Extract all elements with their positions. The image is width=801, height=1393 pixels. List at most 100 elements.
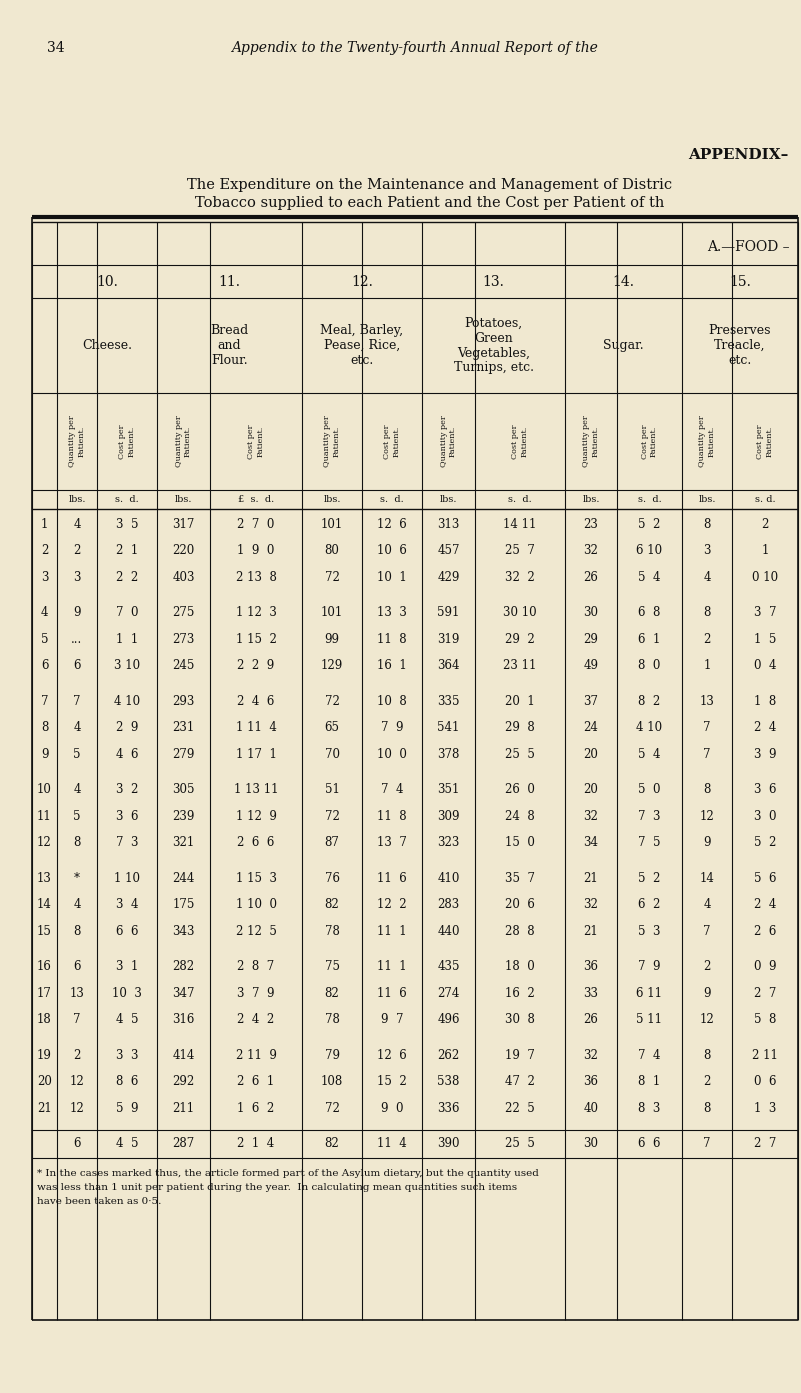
Text: Potatoes,
Green
Vegetables,
Turnips, etc.: Potatoes, Green Vegetables, Turnips, etc… — [453, 316, 533, 375]
Text: 13  3: 13 3 — [377, 606, 407, 620]
Text: 7  5: 7 5 — [638, 836, 661, 850]
Text: 4: 4 — [73, 783, 81, 797]
Text: 5  6: 5 6 — [754, 872, 776, 885]
Text: 11  6: 11 6 — [377, 872, 407, 885]
Text: 12: 12 — [70, 1075, 84, 1088]
Text: 14 11: 14 11 — [503, 518, 537, 531]
Text: s.  d.: s. d. — [380, 495, 404, 504]
Text: 29  8: 29 8 — [505, 722, 535, 734]
Text: 1 12  9: 1 12 9 — [235, 809, 276, 823]
Text: 7  9: 7 9 — [380, 722, 403, 734]
Text: 72: 72 — [324, 695, 340, 708]
Text: The Expenditure on the Maintenance and Management of Distric: The Expenditure on the Maintenance and M… — [187, 178, 673, 192]
Text: 36: 36 — [583, 1075, 598, 1088]
Text: 231: 231 — [172, 722, 195, 734]
Text: 1 15  3: 1 15 3 — [235, 872, 276, 885]
Text: 5  2: 5 2 — [638, 518, 661, 531]
Text: Quantity per
Patient.: Quantity per Patient. — [698, 415, 715, 468]
Text: 305: 305 — [172, 783, 195, 797]
Text: 8: 8 — [703, 518, 710, 531]
Text: 7  3: 7 3 — [638, 809, 661, 823]
Text: 347: 347 — [172, 986, 195, 1000]
Text: 239: 239 — [172, 809, 195, 823]
Text: 429: 429 — [437, 571, 460, 584]
Text: 3  5: 3 5 — [116, 518, 139, 531]
Text: 1 10  0: 1 10 0 — [235, 898, 276, 911]
Text: 16  2: 16 2 — [505, 986, 535, 1000]
Text: Quantity per
Patient.: Quantity per Patient. — [582, 415, 600, 468]
Text: 15.: 15. — [729, 274, 751, 288]
Text: 7: 7 — [703, 1137, 710, 1151]
Text: lbs.: lbs. — [324, 495, 340, 504]
Text: 30  8: 30 8 — [505, 1013, 535, 1027]
Text: 6 10: 6 10 — [637, 545, 662, 557]
Text: 9: 9 — [41, 748, 48, 761]
Text: 2  7: 2 7 — [754, 1137, 776, 1151]
Text: * In the cases marked thus, the article formed part of the Asylum dietary, but t: * In the cases marked thus, the article … — [37, 1169, 539, 1178]
Text: 8: 8 — [703, 606, 710, 620]
Text: 2 11  9: 2 11 9 — [235, 1049, 276, 1061]
Text: 11  8: 11 8 — [377, 809, 407, 823]
Text: 5  0: 5 0 — [638, 783, 661, 797]
Text: 32  2: 32 2 — [505, 571, 535, 584]
Text: 5  2: 5 2 — [638, 872, 661, 885]
Text: 51: 51 — [324, 783, 340, 797]
Text: 8  0: 8 0 — [638, 659, 661, 673]
Text: 37: 37 — [583, 695, 598, 708]
Text: 78: 78 — [324, 925, 340, 937]
Text: 11  8: 11 8 — [377, 632, 407, 646]
Text: 25  7: 25 7 — [505, 545, 535, 557]
Text: 7: 7 — [703, 722, 710, 734]
Text: 1: 1 — [761, 545, 769, 557]
Text: 244: 244 — [172, 872, 195, 885]
Text: 1: 1 — [703, 659, 710, 673]
Text: 591: 591 — [437, 606, 460, 620]
Text: 87: 87 — [324, 836, 340, 850]
Text: lbs.: lbs. — [582, 495, 600, 504]
Text: 2  2  9: 2 2 9 — [237, 659, 275, 673]
Text: 457: 457 — [437, 545, 460, 557]
Text: 2: 2 — [41, 545, 48, 557]
Text: 129: 129 — [321, 659, 343, 673]
Text: 26  0: 26 0 — [505, 783, 535, 797]
Text: 2: 2 — [703, 960, 710, 974]
Text: 21: 21 — [584, 925, 598, 937]
Text: 7  4: 7 4 — [380, 783, 403, 797]
Text: 3  6: 3 6 — [116, 809, 139, 823]
Text: 7: 7 — [703, 748, 710, 761]
Text: 2  1  4: 2 1 4 — [237, 1137, 275, 1151]
Text: 273: 273 — [172, 632, 195, 646]
Text: 70: 70 — [324, 748, 340, 761]
Text: 9: 9 — [703, 986, 710, 1000]
Text: 8  1: 8 1 — [638, 1075, 661, 1088]
Text: 10.: 10. — [96, 274, 118, 288]
Text: 4: 4 — [73, 898, 81, 911]
Text: 6: 6 — [73, 1137, 81, 1151]
Text: 3: 3 — [703, 545, 710, 557]
Text: 12: 12 — [699, 809, 714, 823]
Text: 2  4  2: 2 4 2 — [237, 1013, 275, 1027]
Text: 313: 313 — [437, 518, 460, 531]
Text: 3  1: 3 1 — [116, 960, 139, 974]
Text: 13: 13 — [70, 986, 84, 1000]
Text: A.—FOOD –: A.—FOOD – — [707, 240, 790, 254]
Text: s. d.: s. d. — [755, 495, 775, 504]
Text: 8: 8 — [703, 783, 710, 797]
Text: 2  7  0: 2 7 0 — [237, 518, 275, 531]
Text: 403: 403 — [172, 571, 195, 584]
Text: 1 13 11: 1 13 11 — [234, 783, 278, 797]
Text: 8: 8 — [703, 1049, 710, 1061]
Text: 6: 6 — [41, 659, 48, 673]
Text: 3  3: 3 3 — [116, 1049, 139, 1061]
Text: 15: 15 — [37, 925, 52, 937]
Text: 12  6: 12 6 — [377, 518, 407, 531]
Text: 11  1: 11 1 — [377, 960, 407, 974]
Text: 72: 72 — [324, 1102, 340, 1114]
Text: 1 12  3: 1 12 3 — [235, 606, 276, 620]
Text: 11: 11 — [37, 809, 52, 823]
Text: 7: 7 — [73, 695, 81, 708]
Text: Appendix to the Twenty-fourth Annual Report of the: Appendix to the Twenty-fourth Annual Rep… — [231, 40, 598, 54]
Text: 2  1: 2 1 — [116, 545, 138, 557]
Text: Cost per
Patient.: Cost per Patient. — [641, 425, 658, 458]
Text: 309: 309 — [437, 809, 460, 823]
